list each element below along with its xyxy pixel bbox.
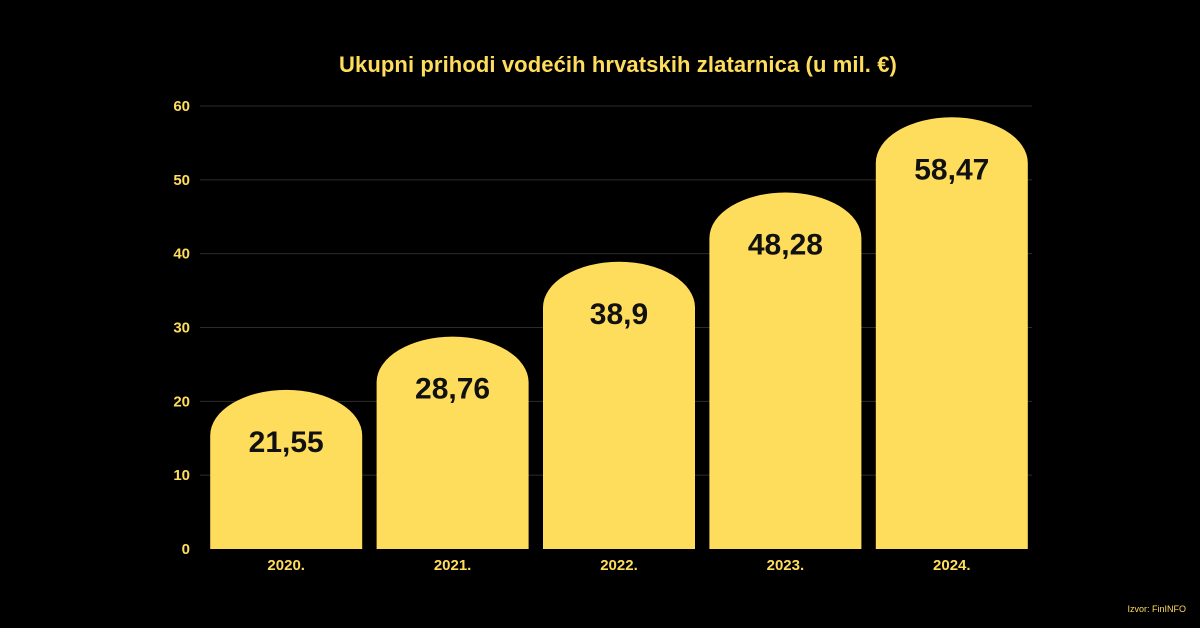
data-label: 48,28 (748, 229, 823, 262)
x-tick-label: 2022. (600, 557, 638, 574)
bar (709, 192, 862, 549)
y-tick-label: 20 (173, 393, 190, 410)
label-layer: 0 10 20 30 40 50 60 21,55 2020. 28,76 2021. 38,9 202… (173, 98, 989, 574)
bar (210, 389, 363, 549)
y-tick-label: 40 (173, 246, 190, 263)
bar (376, 336, 529, 549)
y-tick-label: 10 (173, 467, 190, 484)
x-tick-label: 2024. (933, 557, 971, 574)
x-tick-label: 2021. (434, 557, 472, 574)
y-tick-label: 0 (182, 541, 190, 558)
data-label: 38,9 (590, 298, 648, 331)
y-tick-label: 60 (173, 98, 190, 115)
chart-title: Ukupni prihodi vodećih hrvatskih zlatarn… (339, 52, 897, 77)
bar-layer (210, 117, 1028, 549)
data-label: 58,47 (914, 153, 989, 186)
bar (543, 261, 695, 549)
x-tick-label: 2020. (267, 557, 305, 574)
y-tick-label: 30 (173, 320, 190, 337)
bar (875, 117, 1028, 549)
x-tick-label: 2023. (767, 557, 805, 574)
data-label: 28,76 (415, 373, 490, 406)
y-tick-label: 50 (173, 172, 190, 189)
data-label: 21,55 (249, 426, 324, 459)
source-note: Izvor: FinINFO (1127, 604, 1186, 614)
